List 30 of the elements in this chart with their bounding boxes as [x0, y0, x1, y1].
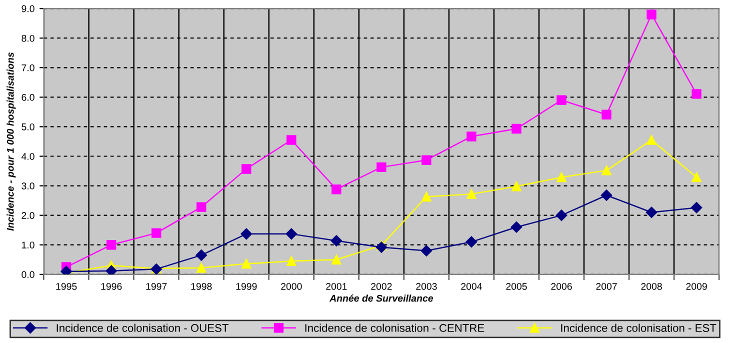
x-tick-label: 2003 — [416, 282, 437, 290]
y-tick-label: 9.0 — [22, 5, 34, 12]
y-tick-label: 4.0 — [21, 152, 34, 160]
y-axis-title: Incidence - pour 1 000 hospitalisations — [6, 52, 16, 231]
legend-label: Incidence de colonisation - CENTRE — [305, 324, 484, 332]
y-tick-label: 7.0 — [22, 64, 34, 72]
x-tick-label: 2006 — [551, 282, 572, 290]
y-tick-label: 1.0 — [22, 242, 34, 248]
y-tick-label: 2.0 — [22, 212, 34, 219]
x-tick-label: 1998 — [191, 282, 212, 290]
y-tick-label: 5.0 — [22, 123, 34, 130]
x-tick-label: 1999 — [236, 282, 257, 290]
x-tick-label: 2000 — [281, 282, 302, 290]
x-tick-label: 2008 — [641, 282, 662, 290]
x-tick-label: 2007 — [596, 282, 617, 290]
x-tick-label: 1995 — [56, 282, 77, 290]
x-axis-title: Année de Surveillance — [329, 294, 434, 302]
y-tick-label: 3.0 — [22, 182, 34, 190]
x-tick-label: 2009 — [686, 282, 707, 290]
y-tick-label: 6.0 — [22, 94, 34, 101]
x-tick-label: 1997 — [146, 282, 167, 290]
legend-label: Incidence de colonisation - OUEST — [56, 324, 228, 332]
x-tick-label: 2005 — [506, 282, 527, 290]
y-tick-label: 0.0 — [22, 271, 34, 278]
y-tick-label: 8.0 — [22, 34, 34, 42]
x-tick-label: 2004 — [461, 282, 482, 290]
legend-label: Incidence de colonisation - EST — [561, 324, 716, 332]
x-tick-label: 2002 — [371, 282, 392, 290]
x-tick-label: 1996 — [101, 282, 122, 290]
x-tick-label: 2001 — [326, 282, 347, 290]
